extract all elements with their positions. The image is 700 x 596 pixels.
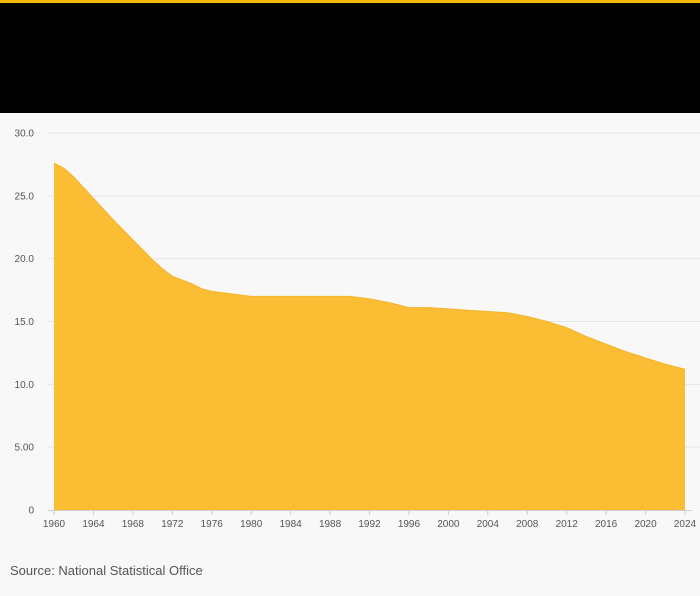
x-tick-label: 1960	[43, 519, 66, 530]
y-tick-label: 20.0	[15, 254, 35, 265]
y-tick-labels: 0 5.00 10.0 15.0 20.0 25.0 30.0	[15, 129, 35, 517]
x-tick-label: 1980	[240, 519, 263, 530]
source-note: Source: National Statistical Office	[10, 563, 203, 578]
y-tick-label: 10.0	[15, 380, 35, 391]
y-tick-label: 25.0	[15, 191, 35, 202]
x-tick-labels: 1960 1964 1968 1972 1976 1980 1984 1988 1992 1996…	[43, 519, 697, 530]
y-tick-label: 5.00	[15, 443, 35, 454]
accent-stripe	[0, 0, 700, 3]
x-tick-label: 1968	[122, 519, 145, 530]
x-tick-label: 2000	[437, 519, 460, 530]
y-tick-label: 30.0	[15, 129, 35, 140]
y-tick-label: 15.0	[15, 317, 35, 328]
x-tick-label: 1996	[398, 519, 421, 530]
header-band	[0, 3, 700, 113]
y-tick-label: 0	[28, 506, 34, 517]
x-tick-label: 1964	[82, 519, 105, 530]
x-tick-label: 2008	[516, 519, 539, 530]
x-tick-label: 2012	[556, 519, 579, 530]
x-tick-label: 1976	[201, 519, 224, 530]
x-tick-label: 2016	[595, 519, 618, 530]
area-series	[53, 162, 686, 510]
x-tick-label: 1988	[319, 519, 342, 530]
x-tick-label: 1984	[280, 519, 303, 530]
area-fill	[54, 163, 685, 510]
x-tick-label: 1972	[161, 519, 184, 530]
x-tick-label: 1992	[358, 519, 381, 530]
x-tick-label: 2004	[477, 519, 500, 530]
x-tick-label: 2024	[674, 519, 697, 530]
area-line	[53, 162, 686, 370]
x-tick-label: 2020	[634, 519, 657, 530]
x-axis	[48, 510, 692, 515]
